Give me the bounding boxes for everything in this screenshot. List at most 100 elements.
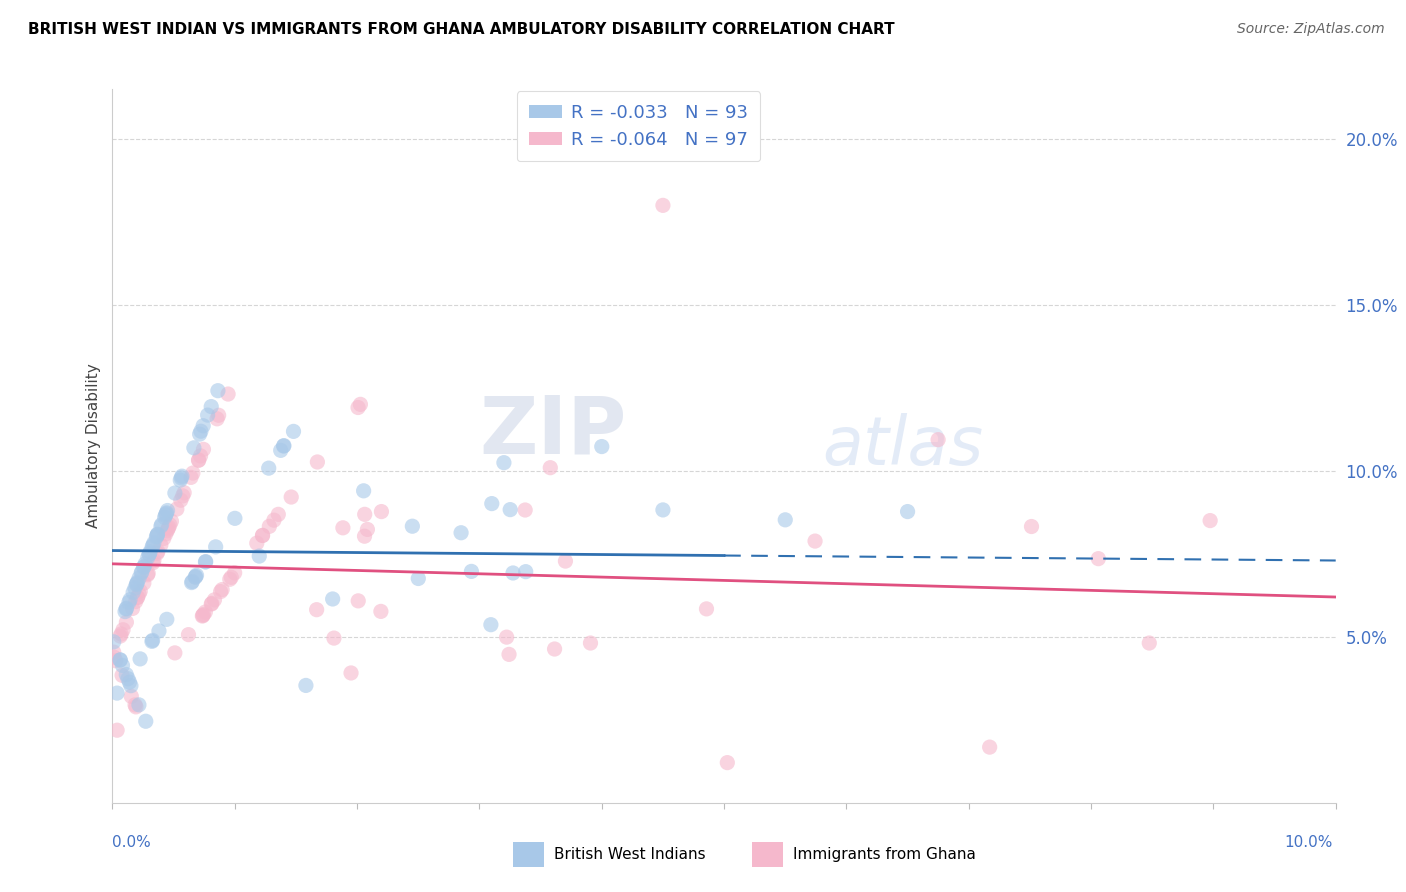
Point: [141, 540, 163, 554]
Point: [146, 544, 169, 558]
Point: [200, 400, 222, 414]
Point: [1199, 514, 1222, 528]
Point: [149, 519, 172, 533]
Point: [127, 575, 149, 590]
Point: [132, 560, 155, 574]
Point: [652, 503, 675, 517]
Point: [110, 629, 132, 643]
Point: [224, 566, 246, 580]
Point: [156, 612, 179, 626]
Point: [129, 566, 152, 581]
Point: [145, 530, 167, 544]
Point: [150, 517, 173, 532]
Point: [172, 489, 194, 503]
Point: [322, 592, 344, 607]
Point: [370, 604, 392, 618]
Point: [149, 538, 172, 552]
Point: [122, 585, 145, 599]
Point: [695, 602, 717, 616]
Point: [142, 553, 165, 567]
Point: [105, 723, 128, 738]
Point: [353, 508, 375, 522]
Point: [263, 513, 285, 527]
Point: [187, 453, 209, 467]
Point: [460, 565, 482, 579]
Point: [157, 520, 180, 534]
Point: [208, 409, 231, 423]
Point: [170, 469, 193, 483]
Point: [218, 572, 240, 586]
Point: [492, 456, 515, 470]
Point: [153, 510, 176, 524]
Text: atlas: atlas: [823, 413, 983, 479]
Point: [156, 524, 179, 538]
Point: [125, 699, 148, 714]
Point: [401, 519, 423, 533]
Point: [450, 525, 472, 540]
Point: [186, 568, 208, 582]
Point: [127, 591, 149, 605]
Point: [340, 665, 363, 680]
Point: [716, 756, 738, 770]
Point: [804, 534, 827, 549]
Point: [120, 679, 142, 693]
Point: [257, 461, 280, 475]
Point: [103, 650, 125, 665]
Point: [219, 570, 242, 584]
Point: [201, 596, 224, 610]
Point: [194, 555, 217, 569]
Point: [408, 572, 430, 586]
Point: [479, 617, 502, 632]
Point: [188, 427, 211, 442]
Point: [125, 577, 148, 591]
Point: [169, 473, 191, 487]
Point: [115, 667, 138, 681]
Point: [190, 424, 212, 438]
Point: [283, 425, 305, 439]
Point: [267, 508, 290, 522]
Point: [114, 605, 136, 619]
Point: [159, 517, 181, 532]
Point: [170, 493, 193, 508]
Point: [138, 547, 160, 561]
Point: [194, 555, 217, 569]
Point: [118, 592, 141, 607]
Point: [134, 557, 156, 571]
Point: [183, 441, 205, 455]
Point: [543, 642, 565, 657]
Point: [111, 668, 134, 682]
Point: [273, 439, 295, 453]
Point: [191, 609, 214, 624]
Point: [515, 503, 537, 517]
Point: [152, 532, 174, 546]
Text: ZIP: ZIP: [479, 392, 626, 471]
Point: [136, 550, 159, 565]
Point: [142, 556, 165, 570]
Point: [118, 595, 141, 609]
Point: [259, 519, 281, 533]
Point: [142, 633, 165, 648]
Point: [652, 198, 675, 212]
Point: [146, 527, 169, 541]
Point: [190, 449, 212, 463]
Point: [142, 538, 165, 552]
Point: [1137, 636, 1160, 650]
Point: [353, 483, 375, 498]
Point: [160, 514, 183, 528]
Point: [323, 631, 346, 645]
Point: [156, 503, 179, 517]
Point: [124, 594, 146, 608]
Point: [495, 630, 517, 644]
Point: [127, 591, 149, 605]
Point: [515, 565, 537, 579]
Point: [120, 690, 142, 704]
Point: [181, 574, 204, 589]
Point: [135, 714, 157, 729]
Point: [347, 401, 370, 415]
Point: [979, 740, 1001, 755]
Point: [125, 576, 148, 591]
Point: [1087, 551, 1109, 566]
Point: [110, 627, 132, 641]
Point: [204, 540, 226, 554]
Point: [307, 455, 329, 469]
